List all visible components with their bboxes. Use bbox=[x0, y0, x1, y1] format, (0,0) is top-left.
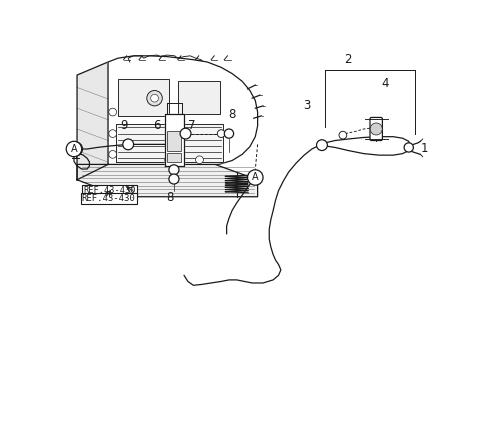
Circle shape bbox=[151, 95, 158, 102]
Text: 1: 1 bbox=[420, 143, 428, 156]
Text: 2: 2 bbox=[345, 53, 352, 66]
Circle shape bbox=[248, 170, 263, 185]
Bar bbox=[167, 153, 181, 162]
Circle shape bbox=[339, 131, 347, 139]
Circle shape bbox=[404, 143, 413, 152]
Text: 8: 8 bbox=[228, 108, 236, 121]
Circle shape bbox=[224, 129, 234, 138]
Circle shape bbox=[109, 151, 117, 158]
Circle shape bbox=[109, 130, 117, 137]
Circle shape bbox=[147, 91, 162, 106]
Polygon shape bbox=[77, 62, 108, 180]
Circle shape bbox=[169, 165, 179, 175]
Polygon shape bbox=[320, 136, 410, 155]
Bar bbox=[178, 81, 220, 114]
FancyBboxPatch shape bbox=[370, 117, 383, 140]
Circle shape bbox=[316, 140, 327, 151]
Text: 5: 5 bbox=[180, 85, 188, 98]
Polygon shape bbox=[77, 165, 258, 197]
Circle shape bbox=[109, 108, 117, 116]
Circle shape bbox=[66, 141, 82, 157]
Bar bbox=[118, 79, 168, 116]
Text: 9: 9 bbox=[120, 119, 127, 132]
Bar bbox=[167, 131, 181, 151]
Circle shape bbox=[196, 156, 204, 164]
Text: 8: 8 bbox=[167, 190, 174, 203]
Text: 7: 7 bbox=[188, 120, 195, 132]
Polygon shape bbox=[165, 114, 184, 166]
Polygon shape bbox=[108, 56, 258, 165]
Circle shape bbox=[217, 130, 225, 137]
Circle shape bbox=[69, 142, 83, 156]
Circle shape bbox=[370, 123, 382, 135]
Circle shape bbox=[180, 128, 191, 139]
Text: A: A bbox=[252, 173, 259, 182]
Circle shape bbox=[123, 139, 133, 150]
Text: REF.43-430: REF.43-430 bbox=[82, 194, 135, 202]
Circle shape bbox=[169, 174, 179, 184]
Text: 3: 3 bbox=[303, 99, 310, 112]
Text: 6: 6 bbox=[153, 120, 161, 132]
Text: 4: 4 bbox=[382, 78, 389, 91]
Circle shape bbox=[165, 156, 172, 164]
Text: REF.43-430: REF.43-430 bbox=[83, 186, 136, 195]
Text: A: A bbox=[71, 144, 77, 154]
Polygon shape bbox=[116, 124, 223, 162]
